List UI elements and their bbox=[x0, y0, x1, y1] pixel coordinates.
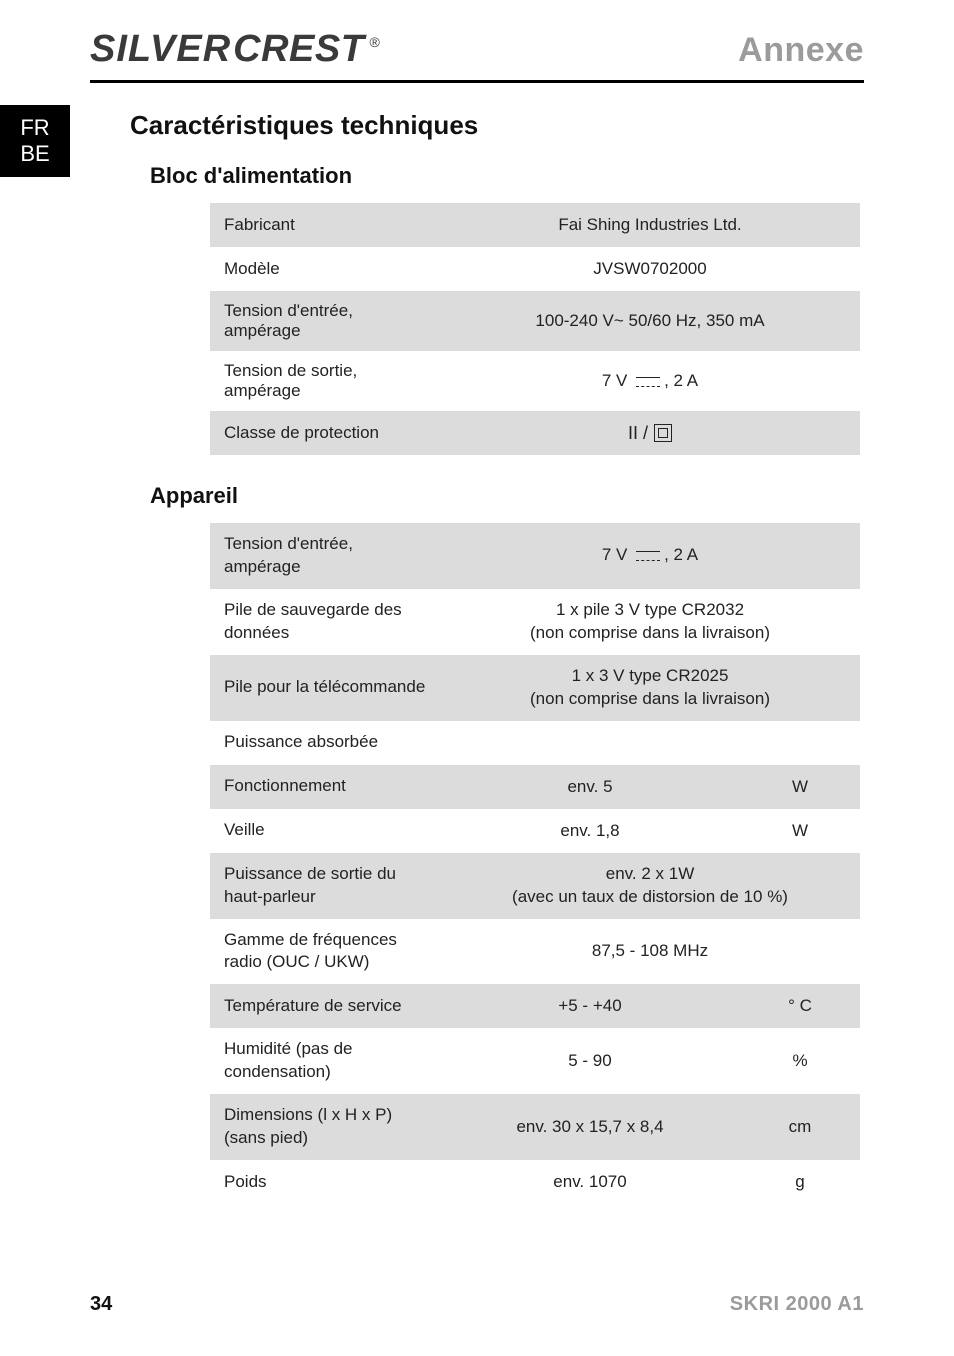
page-header: SILVER CREST ® Annexe bbox=[90, 28, 864, 71]
table-row: Veilleenv. 1,8W bbox=[210, 809, 860, 853]
spec-value: env. 30 x 15,7 x 8,4 bbox=[440, 1094, 740, 1160]
spec-label: Veille bbox=[210, 809, 440, 853]
footer-model: SKRI 2000 A1 bbox=[730, 1293, 864, 1316]
spec-value: JVSW0702000 bbox=[440, 247, 860, 291]
spec-value: env. 1070 bbox=[440, 1160, 740, 1204]
page-footer: 34 SKRI 2000 A1 bbox=[90, 1293, 864, 1316]
table-row: Gamme de fréquences radio (OUC / UKW)87,… bbox=[210, 919, 860, 985]
spec-value: +5 - +40 bbox=[440, 984, 740, 1028]
spec-label: Dimensions (l x H x P) (sans pied) bbox=[210, 1094, 440, 1160]
table-row: Tension d'entrée, ampérage7 V , 2 A bbox=[210, 523, 860, 589]
spec-label: Tension d'entrée, ampérage bbox=[210, 291, 440, 351]
spec-label: Modèle bbox=[210, 247, 440, 291]
spec-value: Fai Shing Industries Ltd. bbox=[440, 203, 860, 247]
spec-unit: ° C bbox=[740, 984, 860, 1028]
brand-word-2: CREST bbox=[233, 28, 364, 71]
table-row: Température de service+5 - +40° C bbox=[210, 984, 860, 1028]
spec-unit: % bbox=[740, 1028, 860, 1094]
class-ii-text: II / bbox=[628, 423, 648, 444]
spec-value: env. 5 bbox=[440, 765, 740, 809]
table-row: Classe de protection II / bbox=[210, 411, 860, 455]
spec-label: Pile de sauvegarde des données bbox=[210, 589, 440, 655]
table-row: Dimensions (l x H x P) (sans pied)env. 3… bbox=[210, 1094, 860, 1160]
spec-value bbox=[440, 721, 860, 765]
spec-label: Humidité (pas de condensation) bbox=[210, 1028, 440, 1094]
spec-label: Fabricant bbox=[210, 203, 440, 247]
spec-value: env. 2 x 1W(avec un taux de distorsion d… bbox=[440, 853, 860, 919]
spec-value: env. 1,8 bbox=[440, 809, 740, 853]
spec-label: Gamme de fréquences radio (OUC / UKW) bbox=[210, 919, 440, 985]
section-title: Annexe bbox=[738, 31, 864, 70]
dc-symbol-icon bbox=[636, 377, 660, 387]
heading-tech: Caractéristiques techniques bbox=[130, 110, 864, 141]
table-row: Puissance absorbée bbox=[210, 721, 860, 765]
header-rule bbox=[90, 80, 864, 83]
spec-unit: W bbox=[740, 765, 860, 809]
heading-psu: Bloc d'alimentation bbox=[150, 163, 864, 189]
table-row: Humidité (pas de condensation)5 - 90% bbox=[210, 1028, 860, 1094]
content-area: Caractéristiques techniques Bloc d'alime… bbox=[130, 110, 864, 1232]
language-tab: FR BE bbox=[0, 105, 70, 177]
spec-label: Puissance de sortie du haut-parleur bbox=[210, 853, 440, 919]
registered-mark: ® bbox=[369, 34, 379, 50]
spec-value: II / bbox=[440, 411, 860, 455]
device-table: Tension d'entrée, ampérage7 V , 2 APile … bbox=[210, 523, 860, 1204]
spec-label: Poids bbox=[210, 1160, 440, 1204]
dc-symbol-icon bbox=[636, 551, 660, 561]
spec-label: Pile pour la télécommande bbox=[210, 655, 440, 721]
spec-label: Tension d'entrée, ampérage bbox=[210, 523, 440, 589]
page-number: 34 bbox=[90, 1293, 112, 1316]
spec-label: Puissance absorbée bbox=[210, 721, 440, 765]
spec-unit: W bbox=[740, 809, 860, 853]
lang-be: BE bbox=[20, 141, 49, 167]
table-row: Poidsenv. 1070g bbox=[210, 1160, 860, 1204]
spec-label: Classe de protection bbox=[210, 411, 440, 455]
spec-value: 7 V , 2 A bbox=[440, 523, 860, 589]
psu-table: FabricantFai Shing Industries Ltd.Modèle… bbox=[210, 203, 860, 455]
table-row: Tension de sortie, ampérage7 V , 2 A bbox=[210, 351, 860, 411]
heading-device: Appareil bbox=[150, 483, 864, 509]
table-row: Pile pour la télécommande1 x 3 V type CR… bbox=[210, 655, 860, 721]
spec-value: 100-240 V~ 50/60 Hz, 350 mA bbox=[440, 291, 860, 351]
spec-value: 1 x pile 3 V type CR2032(non comprise da… bbox=[440, 589, 860, 655]
spec-label: Température de service bbox=[210, 984, 440, 1028]
spec-label: Fonctionnement bbox=[210, 765, 440, 809]
spec-label: Tension de sortie, ampérage bbox=[210, 351, 440, 411]
table-row: Tension d'entrée, ampérage100-240 V~ 50/… bbox=[210, 291, 860, 351]
table-row: FabricantFai Shing Industries Ltd. bbox=[210, 203, 860, 247]
lang-fr: FR bbox=[20, 115, 49, 141]
spec-value: 7 V , 2 A bbox=[440, 351, 860, 411]
brand-word-1: SILVER bbox=[90, 28, 231, 71]
spec-unit: cm bbox=[740, 1094, 860, 1160]
table-row: ModèleJVSW0702000 bbox=[210, 247, 860, 291]
brand-logo: SILVER CREST ® bbox=[90, 28, 379, 71]
spec-unit: g bbox=[740, 1160, 860, 1204]
table-row: Puissance de sortie du haut-parleurenv. … bbox=[210, 853, 860, 919]
spec-value: 1 x 3 V type CR2025(non comprise dans la… bbox=[440, 655, 860, 721]
spec-value: 87,5 - 108 MHz bbox=[440, 919, 860, 985]
table-row: Pile de sauvegarde des données1 x pile 3… bbox=[210, 589, 860, 655]
spec-value: 5 - 90 bbox=[440, 1028, 740, 1094]
table-row: Fonctionnementenv. 5W bbox=[210, 765, 860, 809]
double-insulation-icon bbox=[654, 424, 672, 442]
